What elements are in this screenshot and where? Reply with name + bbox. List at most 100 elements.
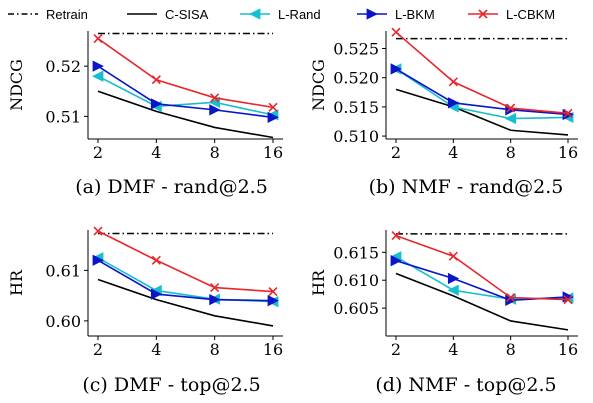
panel-d: 0.605 0.610 0.615 2 4 8 16 HR (d) NMF - top@2.5 (309, 230, 578, 396)
panel-b-point-l-cbkm-stroke-b (563, 108, 573, 118)
panel-c-caption: (c) DMF - top@2.5 (82, 374, 260, 396)
panel-c-x-tick-label: 4 (151, 340, 161, 359)
legend-marker-l-cbkm (478, 9, 488, 19)
panel-a-line-l-bkm (97, 65, 274, 119)
panel-b-y-tick-label: 0.525 (333, 40, 379, 59)
panel-a-point-l-cbkm-stroke-b (210, 93, 220, 103)
panel-b-x-tick-label: 4 (448, 143, 458, 162)
panel-a-line-c-sisa (97, 90, 274, 139)
panel-b-series-l-rand (390, 63, 574, 125)
panel-c-point-l-cbkm-stroke-b (268, 287, 278, 297)
panel-c-y-label: HR (7, 269, 26, 296)
legend-marker-l-cbkm-stroke-b (478, 9, 488, 19)
panel-d-x-tick-label: 4 (448, 340, 458, 359)
panel-c-point-l-cbkm-stroke-b (151, 255, 161, 265)
panel-b-x-tick-label: 8 (506, 143, 516, 162)
panel-a-point-l-cbkm (210, 93, 220, 103)
panel-c-line-l-bkm (97, 259, 274, 302)
panel-a-point-l-cbkm-stroke-b (268, 102, 278, 112)
legend-item-c-sisa: C-SISA (127, 7, 209, 22)
panel-b-x-tick-label: 16 (558, 143, 578, 162)
legend-item-l-bkm: L-BKM (357, 7, 435, 22)
panel-a-point-l-rand (92, 70, 104, 82)
panel-b-y-label: NDCG (309, 59, 328, 111)
legend-marker-l-bkm (366, 8, 378, 20)
panel-d-y-label: HR (309, 269, 328, 296)
legend-marker-l-rand (249, 8, 261, 20)
panel-d-point-l-bkm (390, 255, 402, 267)
panel-a-point-l-cbkm (268, 102, 278, 112)
panel-b-point-l-cbkm (563, 108, 573, 118)
panel-c-point-l-cbkm (210, 282, 220, 293)
panel-d-point-l-cbkm (391, 231, 401, 241)
panel-c-point-l-cbkm (268, 287, 278, 297)
panel-a-x-tick-label: 4 (151, 143, 161, 162)
panel-a-point-l-cbkm (151, 75, 161, 85)
legend-label-l-rand: L-Rand (278, 7, 321, 22)
panel-c-point-l-bkm (267, 295, 279, 307)
legend-label-l-cbkm: L-CBKM (506, 7, 555, 22)
panel-d-series-l-cbkm (391, 231, 573, 305)
panel-d-point-l-cbkm-stroke-b (391, 231, 401, 241)
panel-a-line-l-rand (97, 75, 274, 116)
panel-a-point-l-bkm (267, 111, 279, 124)
panel-d-line-l-rand (395, 256, 569, 300)
panel-c-point-l-bkm (209, 294, 221, 306)
panel-b-line-c-sisa (395, 88, 569, 136)
panel-d-point-l-cbkm (448, 251, 458, 261)
panel-a-y-tick-label: 0.51 (45, 107, 81, 126)
panel-a-series-c-sisa (97, 90, 274, 139)
panel-b-y-tick-label: 0.520 (333, 69, 379, 88)
panel-a-y-label: NDCG (7, 59, 26, 111)
panel-b-point-l-cbkm-stroke-b (448, 77, 458, 87)
panel-c-line-c-sisa (97, 278, 274, 327)
panel-c-line-l-cbkm (97, 230, 274, 293)
panel-b: 0.510 0.515 0.520 0.525 2 4 8 16 NDCG (b) NMF - r… (309, 27, 578, 198)
panel-a-point-l-cbkm-stroke-b (151, 75, 161, 85)
panel-c-point-l-cbkm (151, 255, 161, 265)
legend-item-l-cbkm: L-CBKM (468, 7, 555, 22)
panel-c-x-tick-label: 2 (93, 340, 103, 359)
panel-c-line-l-rand (97, 257, 274, 303)
panel-c-series-l-rand (92, 252, 279, 308)
panel-c-series-c-sisa (97, 278, 274, 327)
panel-b-y-tick-label: 0.510 (333, 127, 379, 146)
panel-a-y-tick-label: 0.52 (45, 57, 81, 76)
panel-d-line-c-sisa (395, 272, 569, 331)
panel-b-series-l-bkm (390, 63, 574, 121)
panel-a-series-l-cbkm (93, 33, 278, 112)
panel-a-point-l-bkm (150, 98, 163, 110)
panel-c-point-l-cbkm-stroke-b (210, 282, 220, 293)
panel-a-x-tick-label: 8 (210, 143, 220, 162)
legend-label-l-bkm: L-BKM (395, 7, 435, 22)
panel-d-x-tick-label: 8 (506, 340, 516, 359)
legend-item-retrain: Retrain (8, 7, 88, 22)
panel-a: 0.51 0.52 2 4 8 16 NDCG (a) DMF - rand@2.5 (7, 31, 283, 198)
panel-d-point-l-cbkm (563, 295, 573, 305)
panel-c-y-tick-label: 0.60 (45, 312, 81, 331)
panel-a-x-tick-label: 16 (263, 143, 283, 162)
legend-label-retrain: Retrain (46, 7, 88, 22)
panel-a-x-tick-label: 2 (93, 143, 103, 162)
panel-d-caption: (d) NMF - top@2.5 (375, 374, 556, 396)
panel-b-point-l-cbkm-stroke-b (391, 27, 401, 37)
legend: Retrain C-SISA L-Rand L-BKM L-CBKM (8, 7, 555, 22)
panel-b-point-l-cbkm (448, 77, 458, 87)
panel-a-series-l-bkm (92, 60, 279, 124)
panel-c-point-l-cbkm (93, 226, 103, 236)
panel-b-series-c-sisa (395, 88, 569, 136)
legend-label-c-sisa: C-SISA (165, 7, 209, 22)
panel-d-point-l-bkm (447, 272, 460, 285)
panel-b-point-l-rand (504, 112, 517, 125)
panel-b-series-l-cbkm (391, 27, 573, 118)
panel-d-series-c-sisa (395, 272, 569, 331)
panel-d-x-tick-label: 2 (391, 340, 401, 359)
panel-d-series-l-rand (390, 251, 574, 305)
panel-d-point-l-cbkm-stroke-b (448, 251, 458, 261)
chart-panels: 0.51 0.52 2 4 8 16 NDCG (a) DMF - rand@2.5 0.510… (7, 27, 578, 396)
panel-a-point-l-cbkm-stroke-b (93, 33, 103, 44)
panel-d-y-tick-label: 0.605 (333, 299, 379, 318)
panel-a-point-l-cbkm (93, 33, 103, 44)
panel-b-line-l-rand (395, 68, 569, 120)
